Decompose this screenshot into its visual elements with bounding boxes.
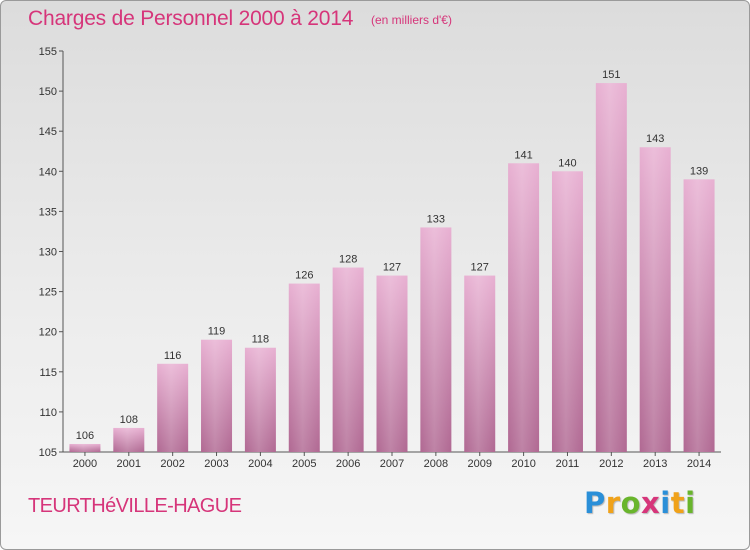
- data-label: 151: [602, 69, 620, 81]
- logo-letter: t: [670, 486, 686, 520]
- x-tick-label: 2012: [599, 458, 623, 470]
- y-tick-label: 120: [39, 327, 57, 339]
- data-label: 119: [208, 326, 226, 338]
- bar-highlight: [508, 163, 540, 452]
- x-tick-label: 2005: [292, 458, 316, 470]
- x-tick-label: 2003: [204, 458, 228, 470]
- bar-highlight: [157, 363, 189, 452]
- logo-letter: r: [605, 486, 621, 520]
- y-tick-label: 135: [39, 206, 57, 218]
- data-label: 118: [252, 334, 270, 346]
- x-tick-label: 2014: [687, 458, 711, 470]
- y-tick-label: 125: [39, 287, 57, 299]
- bar-highlight: [376, 275, 408, 452]
- bar-highlight: [595, 83, 627, 452]
- bar-highlight: [113, 427, 145, 452]
- x-tick-label: 2010: [511, 458, 535, 470]
- bar-highlight: [683, 179, 715, 452]
- y-tick-label: 150: [39, 86, 57, 98]
- bar-highlight: [332, 267, 364, 452]
- logo-letter: o: [620, 486, 642, 520]
- data-label: 140: [558, 157, 576, 169]
- x-tick-label: 2006: [336, 458, 360, 470]
- x-tick-label: 2000: [73, 458, 97, 470]
- x-tick-label: 2001: [117, 458, 141, 470]
- y-tick-label: 155: [39, 46, 57, 58]
- bars-group: [69, 83, 715, 453]
- data-label: 127: [383, 262, 401, 274]
- bar-highlight: [244, 347, 276, 452]
- x-tick-label: 2002: [160, 458, 184, 470]
- y-tick-label: 105: [39, 447, 57, 459]
- bar-highlight: [288, 283, 320, 452]
- bar-highlight: [201, 339, 233, 452]
- y-tick-label: 115: [39, 367, 57, 379]
- data-label: 139: [690, 165, 708, 177]
- bar-highlight: [551, 171, 583, 453]
- data-label: 133: [427, 213, 445, 225]
- data-label: 116: [164, 350, 182, 362]
- bar-highlight: [639, 147, 671, 453]
- y-tick-label: 130: [39, 247, 57, 259]
- y-tick-label: 145: [39, 126, 57, 138]
- data-label: 106: [76, 430, 94, 442]
- x-tick-label: 2007: [380, 458, 404, 470]
- y-tick-label: 110: [39, 407, 57, 419]
- data-label: 108: [120, 414, 138, 426]
- data-label: 128: [339, 254, 357, 266]
- chart-unit-label: (en milliers d'€): [371, 13, 452, 27]
- bar-highlight: [420, 227, 452, 452]
- town-name: TEURTHéVILLE-HAGUE: [28, 495, 242, 517]
- bar-highlight: [464, 275, 496, 452]
- x-tick-label: 2004: [248, 458, 272, 470]
- bar-highlight: [69, 443, 101, 452]
- y-tick-label: 140: [39, 166, 57, 178]
- logo-letter: i: [660, 486, 671, 520]
- x-tick-label: 2008: [424, 458, 448, 470]
- chart-title: Charges de Personnel 2000 à 2014: [28, 7, 354, 30]
- logo-letter: x: [641, 486, 661, 520]
- logo-letter: P: [584, 486, 606, 520]
- x-tick-label: 2011: [556, 458, 580, 470]
- data-label: 127: [471, 262, 489, 274]
- x-tick-label: 2013: [643, 458, 667, 470]
- data-label: 141: [514, 149, 532, 161]
- logo-letter: i: [685, 486, 696, 520]
- labels-group: 2000 106 2001 108 2002 116 2003 119 2004 118 2005 1…: [73, 69, 712, 470]
- data-label: 143: [646, 133, 664, 145]
- data-label: 126: [295, 270, 313, 282]
- x-tick-label: 2009: [467, 458, 491, 470]
- proxiti-logo: Proxiti: [584, 486, 696, 520]
